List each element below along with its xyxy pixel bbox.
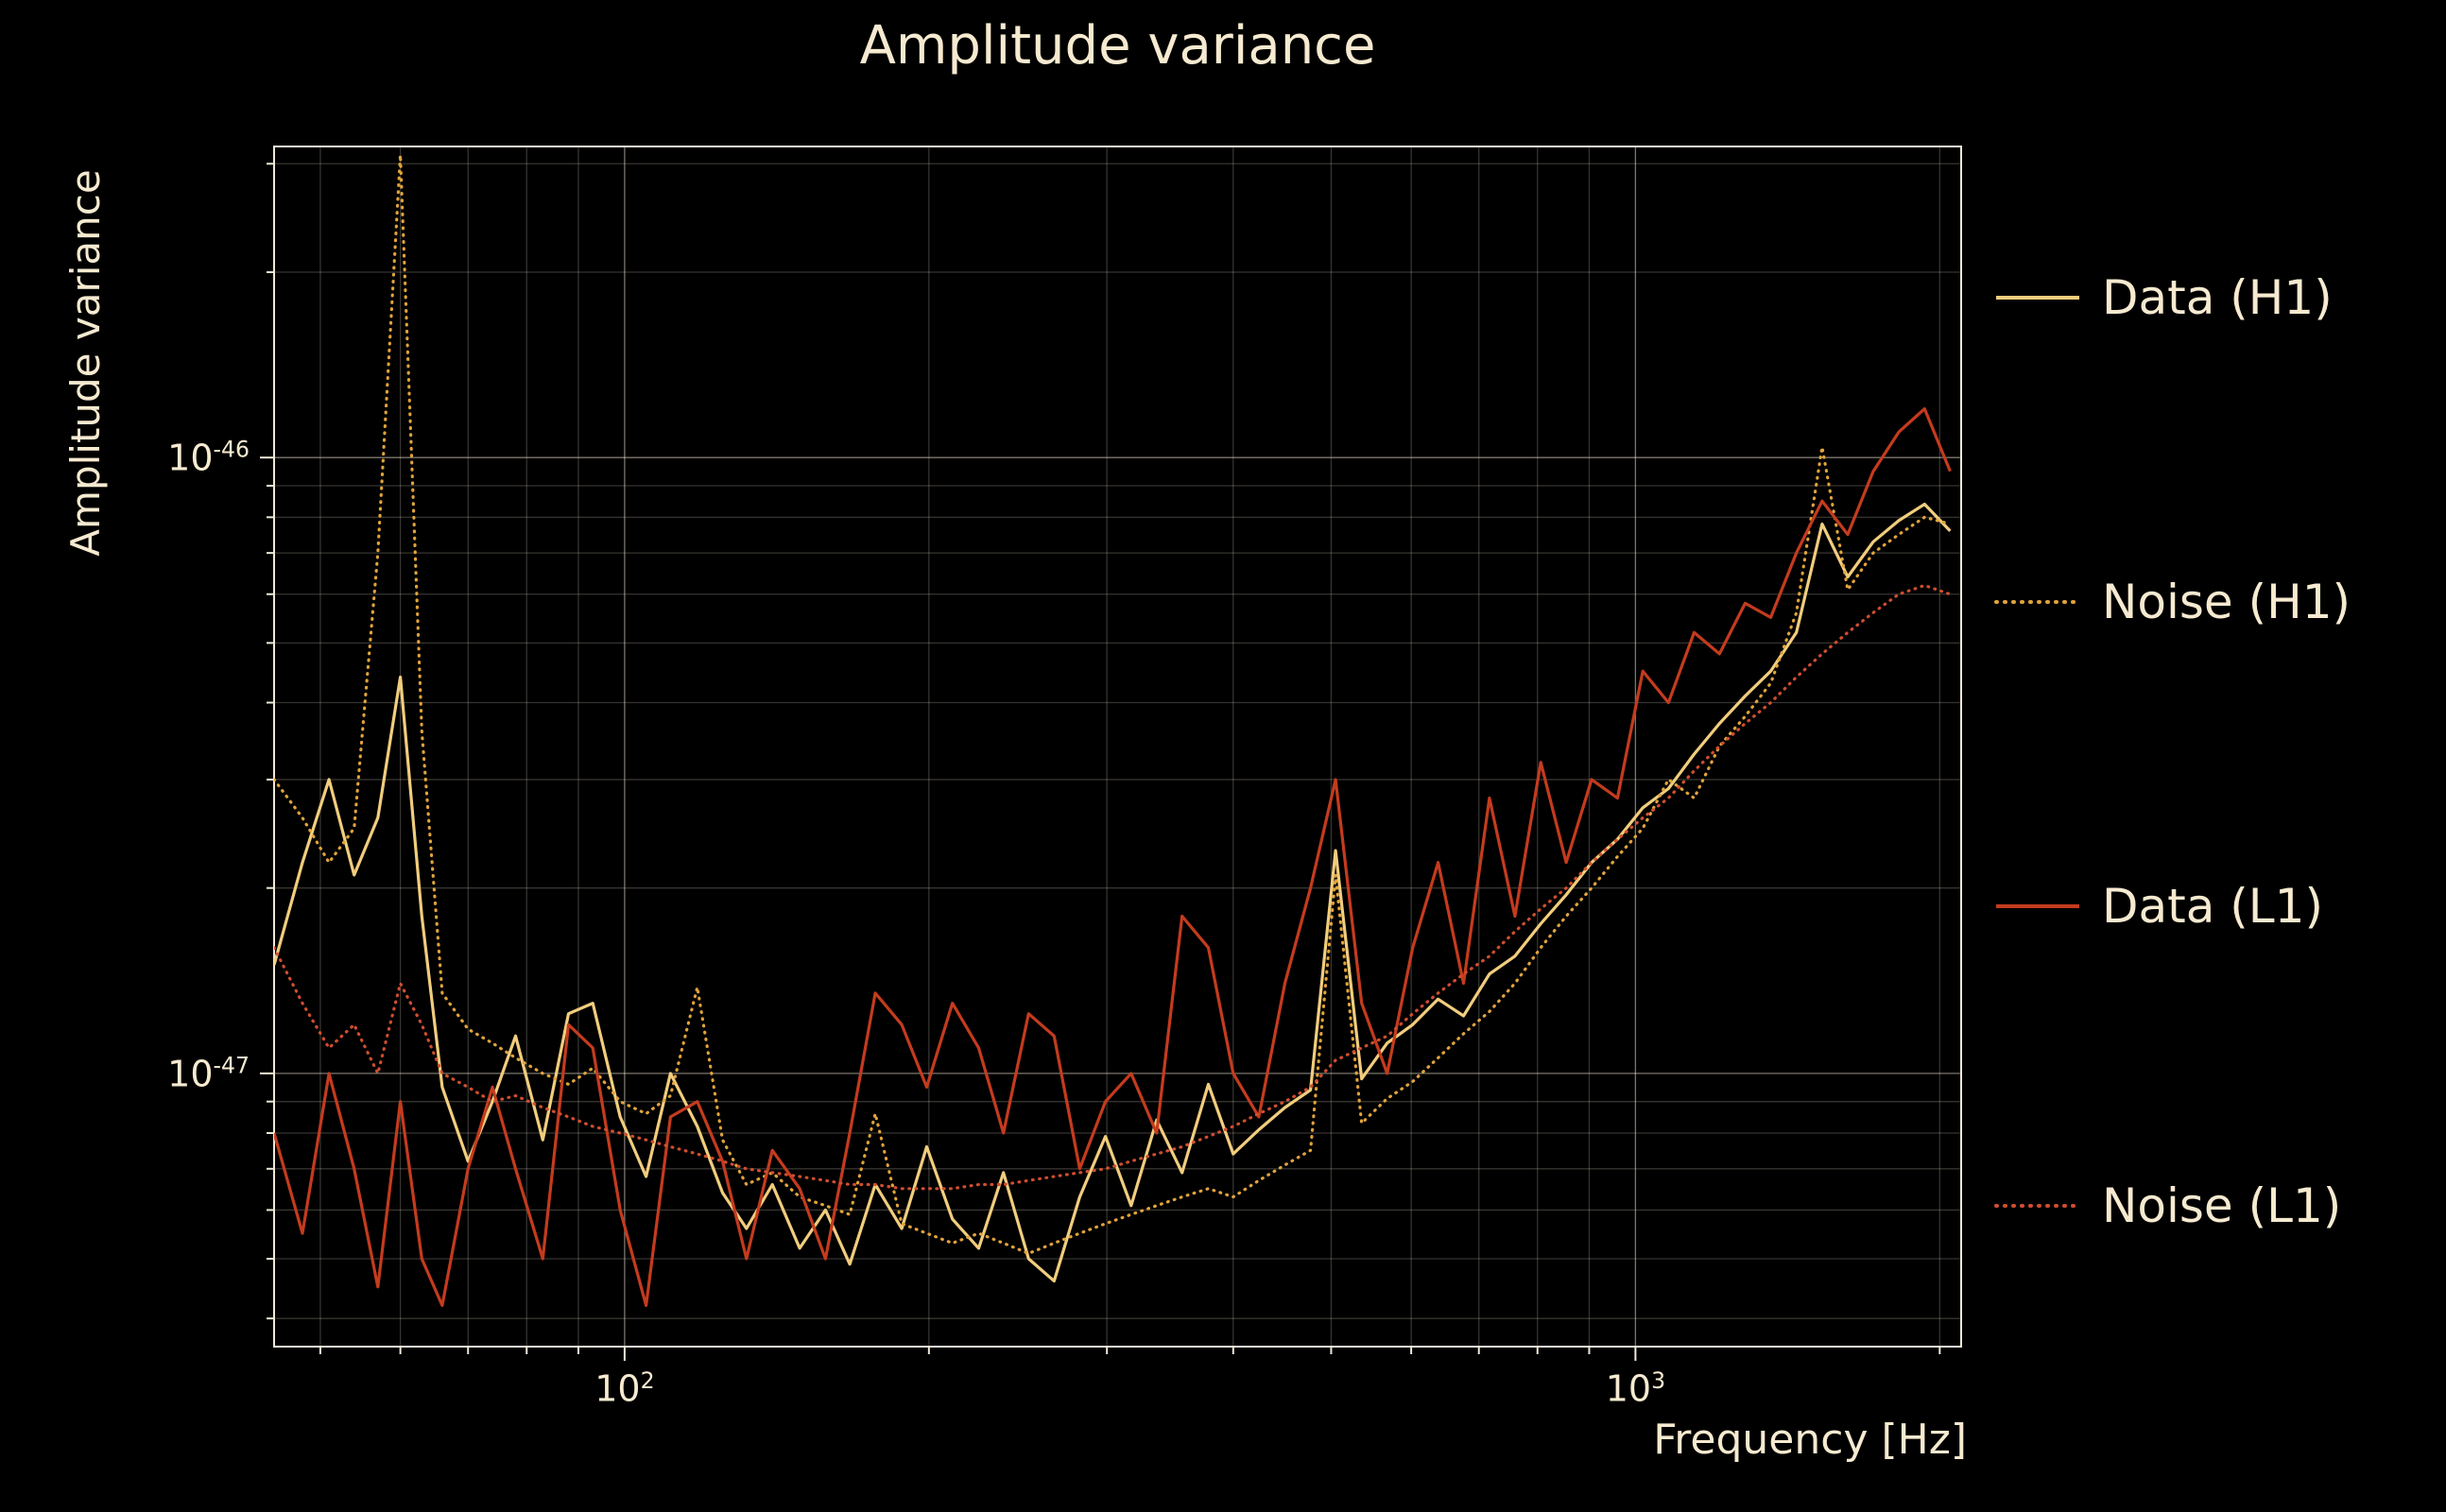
y-tick-label: 10-46 [167,436,250,479]
x-tick-label: 103 [1605,1367,1666,1410]
series-line-data-h1 [274,502,1952,1283]
y-tick-label: 10-47 [167,1052,250,1095]
y-axis-label: Amplitude variance [62,169,109,557]
plot-border [273,146,1962,1348]
grid-lines [274,146,1961,1347]
x-axis-label: Frequency [Hz] [1653,1416,1967,1464]
series-line-data-l1 [274,407,1952,1307]
x-tick-label: 102 [594,1367,655,1410]
series-line-noise-l1 [274,583,1952,1191]
axis-ticks [260,163,1941,1361]
chart-title: Amplitude variance [859,15,1376,77]
series-line-noise-h1 [274,153,1952,1255]
series-lines [274,153,1952,1307]
